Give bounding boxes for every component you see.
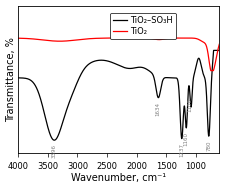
TiO₂–SO₃H xyxy=(112,62,115,64)
TiO₂–SO₃H xyxy=(103,59,106,62)
TiO₂–SO₃H xyxy=(53,139,56,141)
TiO₂ xyxy=(135,36,138,38)
Text: 1634: 1634 xyxy=(156,102,161,116)
TiO₂ xyxy=(212,70,215,72)
TiO₂ xyxy=(17,37,20,39)
X-axis label: Wavenumber, cm⁻¹: Wavenumber, cm⁻¹ xyxy=(71,174,166,184)
TiO₂ xyxy=(103,37,106,39)
TiO₂ xyxy=(112,37,115,39)
Line: TiO₂: TiO₂ xyxy=(18,37,219,71)
TiO₂–SO₃H xyxy=(202,73,205,75)
Y-axis label: Transmittance, %: Transmittance, % xyxy=(6,37,16,122)
TiO₂–SO₃H xyxy=(212,53,215,55)
TiO₂–SO₃H xyxy=(101,59,104,61)
Text: 1237: 1237 xyxy=(179,143,184,157)
Text: 3396: 3396 xyxy=(52,144,56,158)
TiO₂ xyxy=(209,70,212,72)
Text: 1100: 1100 xyxy=(187,98,192,112)
Text: 780: 780 xyxy=(206,140,211,151)
Legend: TiO₂–SO₃H, TiO₂: TiO₂–SO₃H, TiO₂ xyxy=(110,13,176,40)
Text: 1160: 1160 xyxy=(184,132,189,146)
TiO₂–SO₃H xyxy=(17,77,20,79)
TiO₂ xyxy=(101,37,104,39)
Line: TiO₂–SO₃H: TiO₂–SO₃H xyxy=(18,50,219,140)
TiO₂ xyxy=(163,38,166,40)
TiO₂–SO₃H xyxy=(212,49,215,52)
TiO₂–SO₃H xyxy=(218,50,221,52)
TiO₂ xyxy=(202,41,205,43)
TiO₂–SO₃H xyxy=(163,77,166,79)
TiO₂ xyxy=(218,43,221,45)
